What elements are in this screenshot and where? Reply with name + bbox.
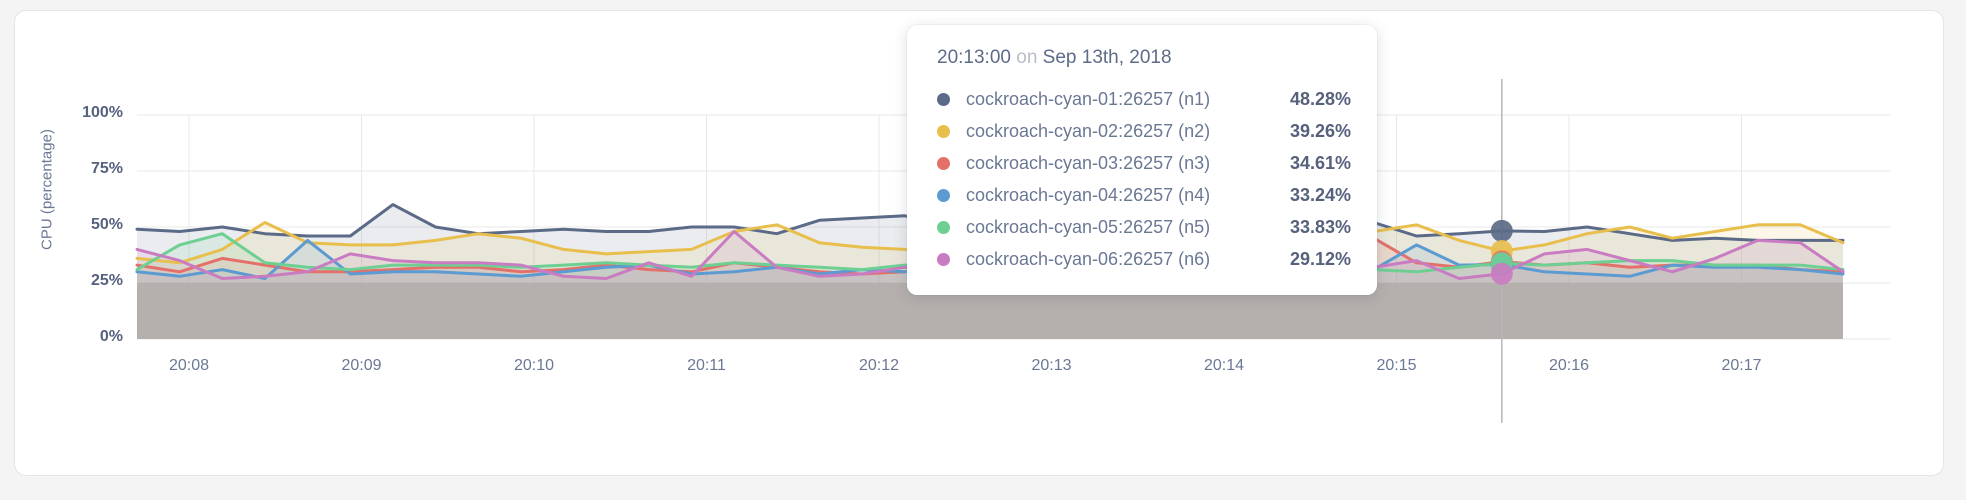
x-tick-label: 20:16 [1548, 357, 1590, 374]
series-label: cockroach-cyan-02:26257 (n2) [966, 120, 1211, 141]
hover-tooltip: 20:13:00 on Sep 13th, 2018 cockroach-cya… [907, 25, 1377, 295]
tooltip-header: 20:13:00 on Sep 13th, 2018 [937, 47, 1351, 69]
x-tick-label: 20:12 [858, 357, 900, 374]
x-tick-label: 20:08 [168, 357, 210, 374]
series-color-dot-icon [937, 156, 950, 170]
series-label: cockroach-cyan-04:26257 (n4) [966, 184, 1211, 205]
series-value: 33.24% [1289, 184, 1351, 205]
y-tick-label: 75% [90, 160, 123, 177]
series-color-dot-icon [937, 252, 950, 266]
y-tick-label: 50% [90, 216, 123, 233]
tooltip-series-row: cockroach-cyan-05:26257 (n5) 33.83% [937, 211, 1351, 243]
tooltip-series-row: cockroach-cyan-03:26257 (n3) 34.61% [937, 147, 1351, 179]
tooltip-series-row: cockroach-cyan-06:26257 (n6) 29.12% [937, 243, 1351, 275]
x-tick-label: 20:17 [1721, 357, 1762, 374]
cpu-percent-chart-card: CPU Percent CPU (percentage) 0%25%50%75%… [14, 10, 1944, 476]
tooltip-series-list: cockroach-cyan-01:26257 (n1) 48.28% cockro… [937, 83, 1351, 275]
series-value: 29.12% [1289, 248, 1351, 269]
series-color-dot-icon [937, 220, 950, 234]
tooltip-series-row: cockroach-cyan-04:26257 (n4) 33.24% [937, 179, 1351, 211]
y-axis-title: CPU (percentage) [38, 129, 56, 250]
series-label: cockroach-cyan-03:26257 (n3) [966, 152, 1211, 173]
y-tick-label: 25% [90, 272, 123, 289]
tooltip-date: Sep 13th, 2018 [1042, 47, 1172, 68]
y-tick-label: 100% [82, 104, 123, 121]
x-tick-label: 20:10 [513, 357, 555, 374]
x-tick-label: 20:14 [1203, 357, 1245, 374]
series-color-dot-icon [937, 124, 950, 138]
series-label: cockroach-cyan-06:26257 (n6) [966, 248, 1211, 269]
series-label: cockroach-cyan-05:26257 (n5) [966, 216, 1211, 237]
series-value: 34.61% [1289, 152, 1351, 173]
tooltip-series-row: cockroach-cyan-02:26257 (n2) 39.26% [937, 115, 1351, 147]
y-tick-label: 0% [99, 328, 123, 345]
tooltip-on-word: on [1016, 47, 1038, 68]
series-label: cockroach-cyan-01:26257 (n1) [966, 88, 1211, 109]
tooltip-series-row: cockroach-cyan-01:26257 (n1) 48.28% [937, 83, 1351, 115]
x-tick-label: 20:15 [1376, 357, 1417, 374]
series-color-dot-icon [937, 92, 950, 106]
series-color-dot-icon [937, 188, 950, 202]
x-tick-label: 20:13 [1031, 357, 1072, 374]
series-value: 48.28% [1289, 88, 1351, 109]
series-value: 33.83% [1289, 216, 1351, 237]
x-tick-label: 20:11 [687, 357, 726, 374]
x-tick-label: 20:09 [341, 357, 382, 374]
tooltip-time: 20:13:00 [937, 47, 1011, 68]
series-value: 39.26% [1289, 120, 1351, 141]
